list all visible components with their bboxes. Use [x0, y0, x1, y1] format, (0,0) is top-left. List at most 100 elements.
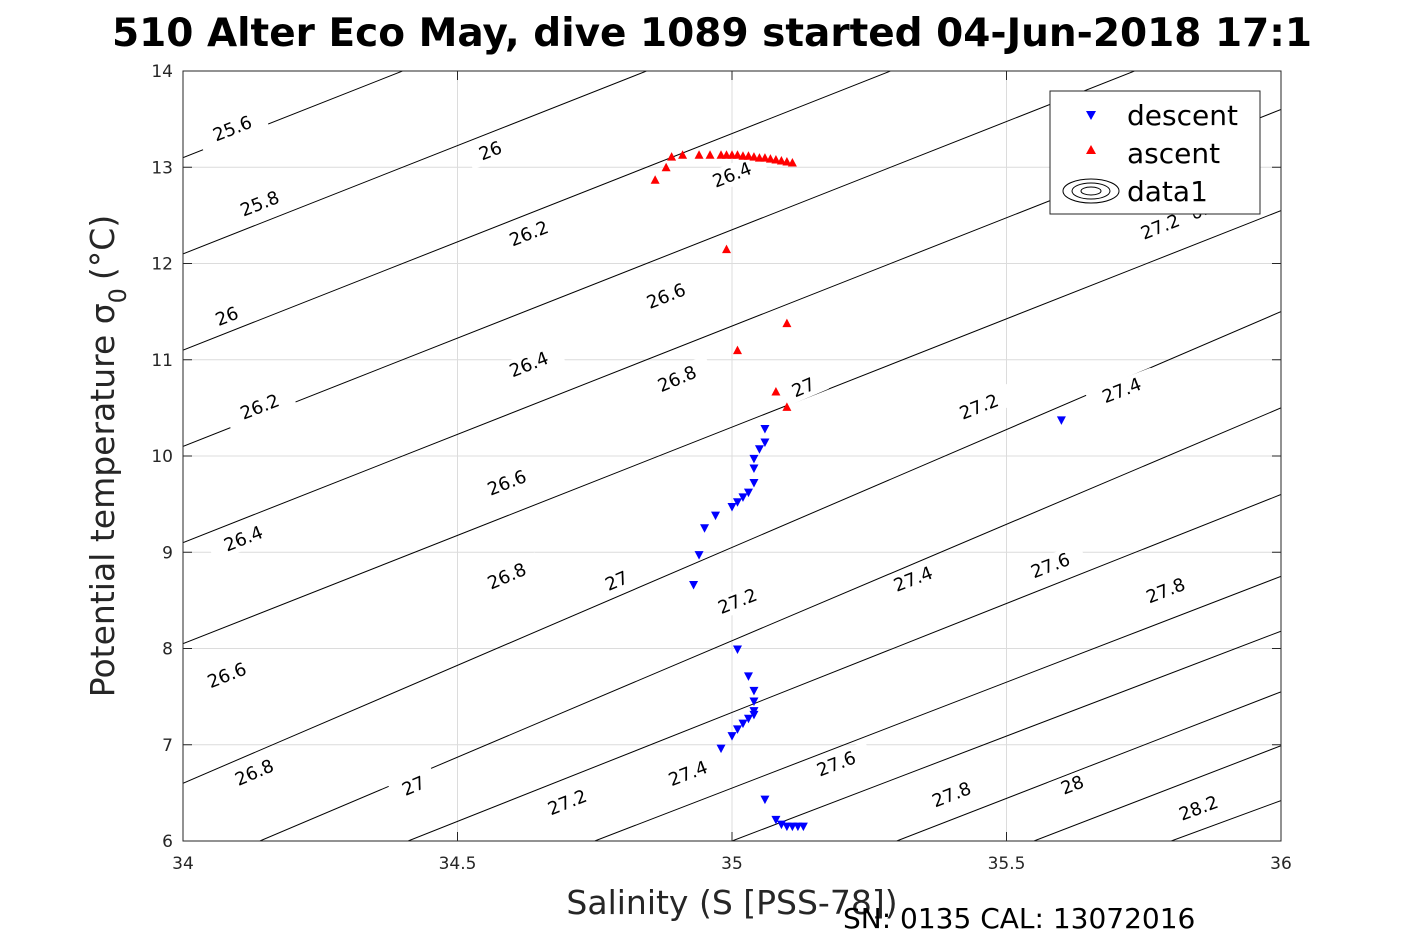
- legend-descent-label: descent: [1127, 99, 1238, 132]
- descent-point: [738, 493, 748, 502]
- x-tick-label: 34: [172, 854, 194, 874]
- descent-point: [732, 498, 742, 507]
- legend-ascent-label: ascent: [1127, 137, 1220, 170]
- x-axis-label: Salinity (S [PSS-78]): [566, 883, 897, 922]
- y-axis-label-unit: (°C): [83, 215, 122, 280]
- x-tick-label: 36: [1270, 854, 1292, 874]
- legend-data1-label: data1: [1127, 175, 1208, 208]
- contour-line: [183, 71, 404, 159]
- descent-point: [743, 488, 753, 498]
- contour-label-bg: [470, 459, 544, 507]
- descent-point: [743, 714, 753, 724]
- y-tick-label: 10: [151, 447, 173, 467]
- contour-label-bg: [530, 779, 604, 826]
- descent-point: [727, 732, 737, 741]
- contour-label-bg: [492, 210, 566, 257]
- ascent-point: [661, 162, 671, 172]
- descent-point: [749, 464, 759, 474]
- descent-point: [743, 672, 753, 681]
- ascent-point: [732, 150, 742, 159]
- contour-line: [183, 210, 1281, 645]
- contour-label-bg: [1162, 785, 1236, 831]
- descent-point: [749, 686, 759, 696]
- contour-label-bg: [876, 556, 950, 603]
- ascent-point: [771, 387, 781, 396]
- descent-point: [760, 425, 770, 434]
- y-tick-label: 14: [151, 62, 173, 82]
- ascent-point: [776, 156, 786, 165]
- contour-label-bg: [1123, 203, 1197, 251]
- ascent-point: [743, 151, 753, 160]
- contour-line: [1171, 800, 1281, 841]
- y-axis: 6 7 8 9 10 11 12 13 14: [151, 62, 1281, 852]
- descent-point: [738, 719, 748, 729]
- y-axis-label-subscript: 0: [104, 288, 132, 303]
- descent-point: [716, 744, 726, 754]
- contour-label-bg: [217, 748, 291, 797]
- contour-line: [731, 630, 1281, 841]
- contour-label: 27: [591, 562, 643, 601]
- descent-point: [732, 725, 742, 734]
- y-tick-label: 12: [151, 255, 173, 275]
- descent-point: [771, 815, 781, 825]
- descent-series: [689, 416, 1066, 832]
- ascent-point: [705, 150, 715, 159]
- contour-label-bg: [1046, 766, 1098, 804]
- descent-point: [749, 697, 759, 706]
- ascent-point: [782, 156, 792, 166]
- contour-line: [183, 71, 1136, 447]
- descent-point: [798, 822, 808, 832]
- contour-line: [407, 494, 1281, 841]
- contour-line: [1033, 745, 1281, 841]
- x-axis: 34 34.5 35 35.5 36: [172, 71, 1292, 874]
- contour-label-bg: [223, 383, 297, 430]
- contour-label-bg: [695, 151, 769, 199]
- y-axis-label: Potential temperature σ0 (°C): [83, 215, 132, 697]
- y-tick-label: 6: [162, 832, 173, 852]
- ascent-point: [765, 154, 775, 163]
- contour-line: [183, 71, 892, 351]
- contour-label-bg: [1013, 542, 1088, 589]
- legend-descent-marker: [1086, 111, 1096, 120]
- descent-point: [749, 478, 759, 488]
- contour-label-bg: [651, 750, 725, 797]
- y-tick-label: 11: [151, 351, 173, 371]
- contour-label-bg: [492, 341, 566, 388]
- ascent-point: [771, 155, 781, 164]
- y-tick-label: 8: [162, 640, 173, 660]
- descent-point: [760, 438, 770, 448]
- contour-label-bg: [1129, 567, 1203, 614]
- ascent-point: [787, 157, 797, 167]
- ascent-point: [732, 345, 742, 355]
- ascent-point: [667, 152, 677, 161]
- y-tick-label: 7: [162, 736, 173, 756]
- ascent-point: [760, 153, 770, 162]
- ascent-point: [650, 175, 660, 184]
- ascent-point: [694, 150, 704, 159]
- contour-label-bg: [914, 771, 989, 818]
- ascent-point: [782, 318, 792, 328]
- contour-label-bg: [799, 741, 873, 787]
- contour-line: [896, 691, 1281, 841]
- y-axis-label-main: Potential temperature σ: [83, 303, 122, 697]
- y-tick-label: 9: [162, 543, 173, 563]
- descent-point: [754, 445, 764, 454]
- x-tick-label: 34.5: [439, 854, 477, 874]
- chart-title: 510 Alter Eco May, dive 1089 started 04-…: [112, 11, 1312, 56]
- contour-label-bg: [223, 180, 297, 227]
- y-tick-label: 13: [151, 158, 173, 178]
- descent-point: [700, 524, 710, 533]
- contour-label-bg: [195, 105, 270, 152]
- legend-contour-icon: [1062, 178, 1120, 204]
- descent-point: [749, 454, 759, 464]
- contour-label-bg: [201, 297, 253, 336]
- descent-point: [760, 795, 770, 805]
- descent-point: [749, 710, 759, 720]
- contour-label-bg: [700, 578, 775, 625]
- legend-ascent-marker: [1086, 145, 1096, 154]
- contour-label-bg: [629, 273, 703, 320]
- ascent-point: [678, 150, 688, 159]
- x-tick-label: 35.5: [988, 854, 1026, 874]
- footer-serial: SN: 0135 CAL: 13072016: [843, 902, 1195, 935]
